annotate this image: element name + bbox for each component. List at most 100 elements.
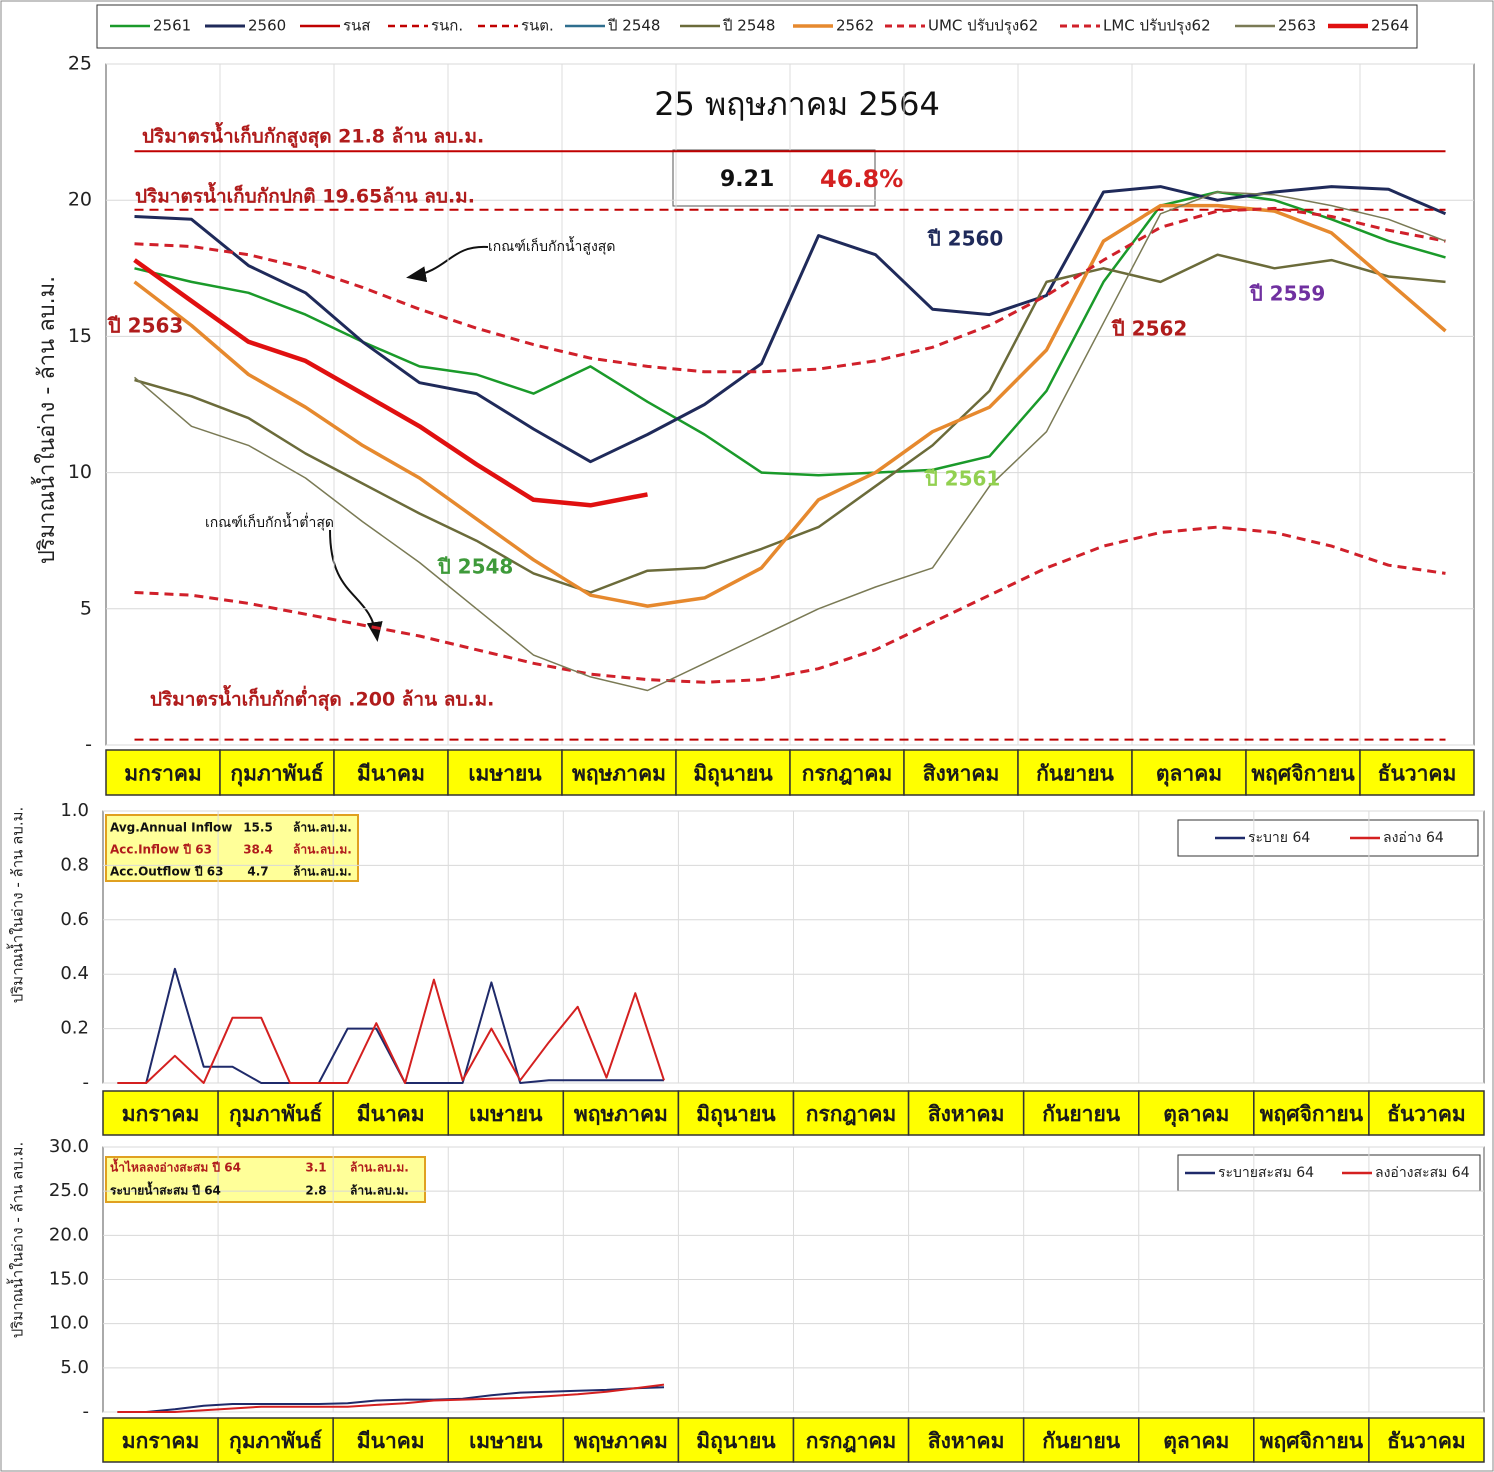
series-line [134,190,1446,477]
y-tick-label: 20 [68,189,92,211]
y-tick-label: 30.0 [49,1136,89,1157]
x-tick-label: กุมภาพันธ์ [230,762,323,788]
month-cell [1022,1417,1140,1463]
x-tick-label: พฤศจิกายน [1260,1102,1364,1126]
info-unit: ล้าน.ลบ.ม. [350,1161,409,1175]
info-label: Acc.Outflow ปี 63 [110,865,223,879]
y-tick-label: 5.0 [60,1357,89,1378]
month-cell [1368,1417,1485,1463]
x-tick-label: ธันวาคม [1378,762,1457,786]
month-cell [1131,749,1247,796]
info-unit: ล้าน.ลบ.ม. [293,843,352,857]
x-tick-label: มีนาคม [357,762,425,786]
y-tick-label: 5 [80,597,92,619]
month-cell [447,1090,565,1136]
x-tick-label: มีนาคม [357,1429,425,1453]
month-cell [907,1417,1025,1463]
info-value: 4.7 [247,865,268,879]
month-cell [561,749,677,796]
legend-label: 2562 [836,17,874,35]
month-cell [677,1090,795,1136]
info-box [105,814,359,882]
info-label: ระบายน้ำสะสม ปี 64 [110,1181,221,1198]
y-tick-label: - [85,734,92,756]
x-tick-label: เมษายน [469,1429,543,1453]
legend-label: ลงอ่างสะสม 64 [1375,1165,1470,1181]
x-tick-label: พฤษภาคม [574,1102,668,1126]
series-line [117,1383,665,1413]
month-cell [332,1090,449,1136]
y-tick-label: - [83,1072,90,1093]
month-cell [675,749,791,796]
x-tick-label: มีนาคม [357,1102,425,1126]
legend-label: 2563 [1278,17,1316,35]
month-cell [789,749,905,796]
annotation: ปี 2559 [1249,282,1326,306]
annotation: ปริมาตรน้ำเก็บกักปกติ 19.65ล้าน ลบ.ม. [135,182,475,208]
annotation: เกณฑ์เก็บกักน้ำสูงสุด [488,236,615,255]
x-tick-label: ตุลาคม [1156,762,1222,788]
legend-label: ปี 2548 [607,17,660,35]
month-cell [562,1090,680,1136]
month-cell [1017,749,1133,796]
y-tick-label: 0.8 [60,854,89,875]
series-line [133,258,648,508]
month-cell [562,1417,680,1463]
y-tick-label: 1.0 [60,800,89,821]
x-tick-label: สิงหาคม [928,1429,1005,1453]
y-axis-label: ปริมาณน้ำในอ่าง - ล้าน ลบ.ม. [31,276,60,564]
x-tick-label: มิถุนายน [696,1102,776,1128]
month-cell [1022,1090,1140,1136]
legend-label: ลงอ่าง 64 [1383,830,1444,846]
x-tick-label: ตุลาคม [1163,1102,1229,1128]
month-cell [332,1417,449,1463]
month-cell [1359,749,1475,796]
info-unit: ล้าน.ลบ.ม. [293,821,352,835]
x-tick-label: มิถุนายน [693,762,773,788]
annotation: ปี 2563 [107,314,184,338]
x-tick-label: สิงหาคม [928,1102,1005,1126]
info-value: 38.4 [243,843,273,857]
x-tick-label: พฤษภาคม [574,1429,668,1453]
legend-label: รนส [343,17,370,35]
month-cell [102,1417,219,1463]
month-cell [1245,749,1361,796]
legend-label: 2560 [248,17,286,35]
readout-box [672,149,876,207]
month-cell [1138,1417,1255,1463]
legend-label: ระบาย 64 [1248,830,1310,846]
legend-label: 2561 [153,17,191,35]
month-cell [907,1090,1025,1136]
info-value: 15.5 [243,821,273,835]
info-label: Avg.Annual Inflow [110,821,232,835]
annotation: ปี 2560 [927,227,1004,251]
annotation: ปี 2562 [1111,317,1188,341]
annotation: ปี 2561 [924,467,1001,491]
legend-label: 2564 [1371,17,1409,35]
x-tick-label: พฤษภาคม [572,762,666,786]
x-tick-label: มกราคม [122,1429,200,1453]
x-tick-label: มกราคม [122,1102,200,1126]
month-cell [219,749,335,796]
x-tick-label: ธันวาคม [1387,1102,1466,1126]
month-cell [1138,1090,1255,1136]
y-tick-label: 0.6 [60,909,89,930]
legend-label: ระบายสะสม 64 [1218,1165,1314,1181]
annotation: 46.8% [820,165,903,193]
y-tick-label: 25 [68,53,92,75]
info-label: น้ำไหลลงอ่างสะสม ปี 64 [110,1158,241,1175]
x-tick-label: เมษายน [468,762,542,786]
x-tick-label: ธันวาคม [1387,1429,1466,1453]
month-cell [1253,1090,1370,1136]
y-tick-label: 10.0 [49,1313,89,1334]
y-tick-label: 10 [68,461,92,483]
x-tick-label: มิถุนายน [696,1429,776,1455]
legend-label: รนต. [521,17,554,35]
legend-box [1177,819,1479,857]
info-value: 3.1 [305,1161,326,1175]
arrow [406,245,489,283]
month-cell [217,1417,334,1463]
series-line [117,967,664,1084]
